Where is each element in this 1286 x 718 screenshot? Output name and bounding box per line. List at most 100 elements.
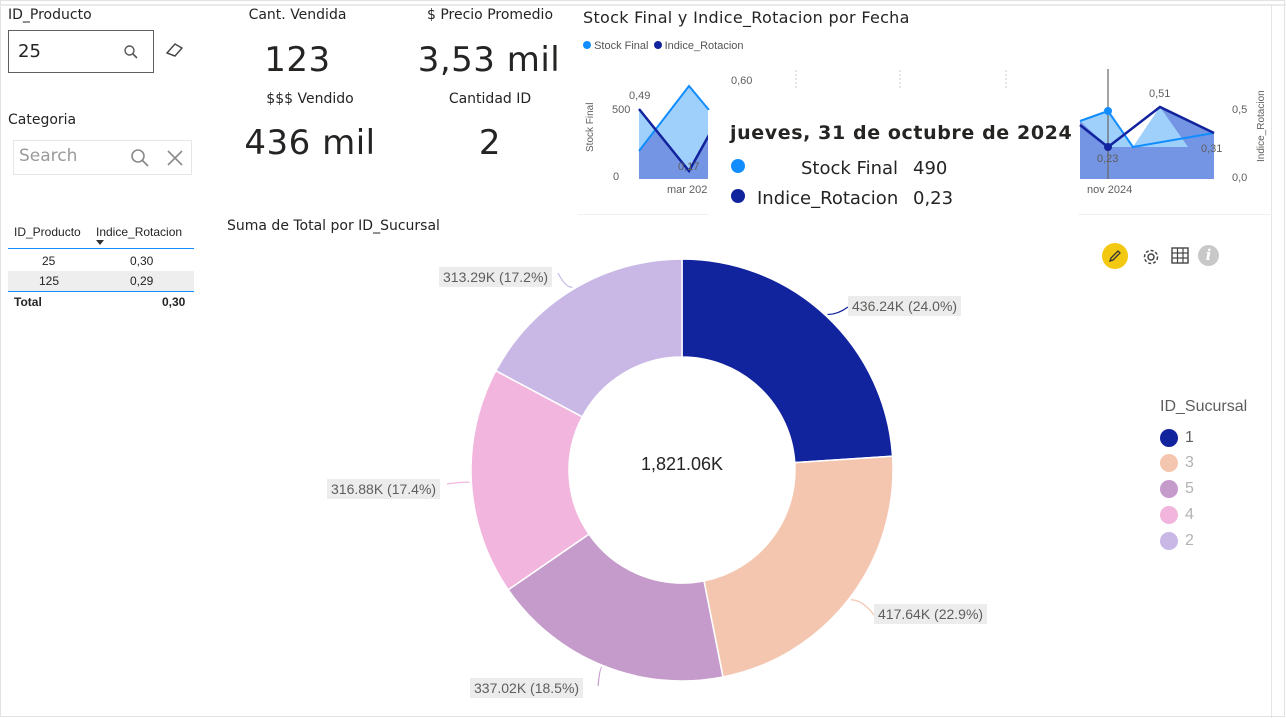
legend-dot xyxy=(1160,480,1178,498)
table-cell-indice: 0,30 xyxy=(130,254,154,268)
legend-dot xyxy=(1160,506,1178,524)
legend-label: 3 xyxy=(1185,454,1194,471)
tooltip-label-rotacion: Indice_Rotacion xyxy=(757,188,899,209)
leader-line-5 xyxy=(597,666,603,687)
leader-line-1 xyxy=(827,306,849,316)
donut-slice-2[interactable] xyxy=(494,258,683,418)
legend-dot xyxy=(1160,532,1178,550)
leader-line-2 xyxy=(557,272,573,288)
slicer-categoria-title: Categoria xyxy=(8,112,77,128)
clear-icon[interactable] xyxy=(166,149,184,167)
legend-item-3[interactable]: 3 xyxy=(1160,454,1270,480)
categoria-search-placeholder: Search xyxy=(19,146,78,166)
sort-descending-icon xyxy=(96,240,104,245)
card-vendido-label: $$$ Vendido xyxy=(266,91,354,107)
legend-item-5[interactable]: 5 xyxy=(1160,480,1270,506)
donut-center-total: 1,821.06K xyxy=(640,454,724,474)
legend-dot xyxy=(1160,429,1178,447)
table-header-id-producto[interactable]: ID_Producto xyxy=(14,225,81,239)
line-chart-legend: Stock Final Indice_Rotacion xyxy=(583,40,744,52)
donut-legend: 1 3 5 4 2 xyxy=(1160,428,1270,558)
x-tick: mar 202 xyxy=(667,184,708,196)
categoria-search-input[interactable]: Search xyxy=(13,140,192,175)
search-icon[interactable] xyxy=(130,148,150,168)
gear-icon[interactable] xyxy=(1141,247,1161,267)
right-divider xyxy=(1271,6,1272,718)
y-right-tick: 0,5 xyxy=(1232,104,1248,116)
data-label: 0,23 xyxy=(1097,153,1119,165)
legend-label-rotacion[interactable]: Indice_Rotacion xyxy=(664,40,744,52)
legend-label: 5 xyxy=(1185,480,1194,497)
rotation-table: ID_Producto Indice_Rotacion 25 0,30 125 … xyxy=(8,222,194,312)
card-cantidad-id-label: Cantidad ID xyxy=(448,91,532,107)
donut-slice-1[interactable] xyxy=(681,258,894,464)
table-row[interactable]: 125 0,29 xyxy=(8,271,194,291)
legend-label: 1 xyxy=(1185,429,1194,446)
left-area-series xyxy=(638,84,711,179)
legend-dot-rotacion xyxy=(653,41,662,49)
legend-item-1[interactable]: 1 xyxy=(1160,428,1270,454)
line-chart-title: Stock Final y Indice_Rotacion por Fecha xyxy=(583,8,910,27)
search-icon[interactable] xyxy=(123,44,139,60)
data-label: 0,51 xyxy=(1149,88,1171,100)
line-chart-plot[interactable] xyxy=(578,55,1278,217)
table-header-underline xyxy=(8,248,194,249)
slice-label-5: 337.02K (18.5%) xyxy=(470,678,584,698)
eraser-icon[interactable] xyxy=(164,40,186,58)
card-cantidad-id-value: 2 xyxy=(478,123,502,163)
table-cell-id: 125 xyxy=(39,274,60,288)
tooltip-dot-stock xyxy=(731,159,745,173)
tooltip-dot-rotacion xyxy=(731,189,745,203)
legend-label-stock[interactable]: Stock Final xyxy=(594,40,649,52)
legend-label: 2 xyxy=(1185,532,1194,549)
pencil-icon[interactable] xyxy=(1102,243,1128,269)
slicer-producto-title: ID_Producto xyxy=(8,7,92,23)
x-tick: nov 2024 xyxy=(1087,184,1133,196)
table-total-label: Total xyxy=(14,295,42,309)
table-total-divider xyxy=(8,291,194,292)
donut-slice-3[interactable] xyxy=(703,455,894,678)
card-vendido-value: 436 mil xyxy=(244,123,376,163)
chart-tooltip xyxy=(708,110,1078,218)
legend-dot xyxy=(1160,454,1178,472)
producto-value: 25 xyxy=(18,41,41,62)
donut-legend-title: ID_Sucursal xyxy=(1160,398,1248,415)
info-icon[interactable]: i xyxy=(1198,245,1219,266)
card-cant-vendida-label: Cant. Vendida xyxy=(248,7,347,23)
slice-label-4: 316.88K (17.4%) xyxy=(327,479,441,499)
slice-label-1: 436.24K (24.0%) xyxy=(848,296,962,316)
donut-title: Suma de Total por ID_Sucursal xyxy=(227,218,440,234)
legend-dot-stock xyxy=(583,41,591,49)
y-right-tick: 0,0 xyxy=(1232,172,1248,184)
legend-label: 4 xyxy=(1185,506,1194,523)
donut-slice-4[interactable] xyxy=(470,369,591,591)
card-precio-promedio-value: 3,53 mil xyxy=(417,40,561,80)
card-precio-promedio-label: $ Precio Promedio xyxy=(426,7,554,23)
leader-line-3 xyxy=(850,599,875,616)
data-label: 0,60 xyxy=(731,75,753,87)
y-left-tick: 500 xyxy=(612,104,631,116)
slice-label-2: 313.29K (17.2%) xyxy=(439,267,553,287)
table-icon[interactable] xyxy=(1171,247,1191,265)
top-divider xyxy=(0,4,1286,6)
right-area-series xyxy=(1079,69,1215,179)
table-row[interactable]: 25 0,30 xyxy=(8,250,194,271)
table-cell-id: 25 xyxy=(42,254,56,268)
data-label: 0,17 xyxy=(678,161,700,173)
tooltip-value-rotacion: 0,23 xyxy=(913,188,954,209)
data-label: 0,49 xyxy=(629,90,651,102)
table-total-value: 0,30 xyxy=(162,295,186,309)
tooltip-value-stock: 490 xyxy=(913,158,948,179)
legend-item-2[interactable]: 2 xyxy=(1160,532,1270,558)
legend-item-4[interactable]: 4 xyxy=(1160,506,1270,532)
table-header-indice-rotacion[interactable]: Indice_Rotacion xyxy=(96,225,183,239)
tooltip-date: jueves, 31 de octubre de 2024 xyxy=(730,122,1073,144)
y-left-tick: 0 xyxy=(613,171,620,183)
slice-label-3: 417.64K (22.9%) xyxy=(874,604,988,624)
producto-search-input[interactable]: 25 xyxy=(8,30,154,73)
data-label: 0,31 xyxy=(1201,143,1223,155)
donut-slice-5[interactable] xyxy=(507,533,724,682)
tooltip-label-stock: Stock Final xyxy=(801,158,899,179)
